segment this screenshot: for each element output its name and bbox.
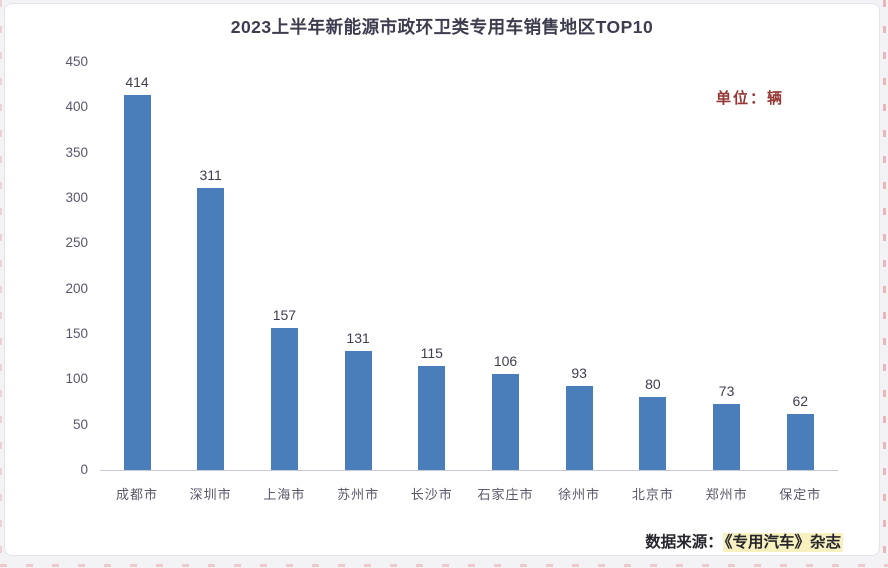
y-axis-tick-label: 50 bbox=[72, 416, 88, 432]
chart-title: 2023上半年新能源市政环卫类专用车销售地区TOP10 bbox=[230, 17, 654, 37]
bar bbox=[639, 397, 667, 470]
y-axis-tick-label: 350 bbox=[65, 144, 88, 160]
bar bbox=[492, 374, 519, 470]
unit-label: 单位：辆 bbox=[715, 90, 784, 107]
x-axis-line bbox=[100, 470, 838, 471]
y-axis-tick-label: 250 bbox=[65, 235, 88, 251]
data-source-name: 《专用汽车》杂志 bbox=[722, 533, 843, 552]
x-axis-category-label: 石家庄市 bbox=[477, 487, 534, 502]
crop-mark-left bbox=[0, 0, 2, 568]
bar-value-label: 414 bbox=[125, 74, 149, 90]
y-axis-tick-label: 450 bbox=[65, 54, 88, 69]
y-axis-tick-label: 100 bbox=[65, 371, 88, 387]
x-axis-category-label: 长沙市 bbox=[410, 487, 453, 502]
x-axis-category-label: 郑州市 bbox=[705, 487, 748, 502]
y-axis-tick-label: 150 bbox=[65, 326, 88, 341]
y-axis-tick-label: 0 bbox=[80, 462, 88, 477]
data-source: 数据来源： 《专用汽车》杂志 bbox=[645, 530, 843, 552]
bar bbox=[344, 351, 372, 470]
x-axis-category-label: 上海市 bbox=[263, 487, 306, 502]
bar-value-label: 311 bbox=[199, 167, 222, 183]
bar bbox=[565, 386, 593, 470]
y-axis-tick-label: 300 bbox=[65, 190, 88, 205]
crop-mark-right bbox=[883, 0, 886, 568]
crop-mark-bottom bbox=[0, 564, 888, 567]
x-axis-category-label: 成都市 bbox=[115, 487, 158, 502]
bar-value-label: 131 bbox=[346, 330, 370, 346]
bar-value-label: 80 bbox=[645, 376, 661, 392]
y-axis-tick-label: 200 bbox=[65, 280, 88, 296]
bar bbox=[123, 95, 151, 470]
bar-value-label: 93 bbox=[571, 365, 587, 381]
bar-value-label: 106 bbox=[493, 353, 518, 369]
bar bbox=[713, 404, 741, 470]
bar bbox=[197, 188, 225, 470]
data-source-label: 数据来源： bbox=[645, 534, 723, 551]
y-axis-tick-label: 400 bbox=[65, 99, 88, 115]
x-axis-category-label: 保定市 bbox=[779, 487, 822, 502]
bar bbox=[418, 366, 446, 470]
bar bbox=[270, 328, 298, 470]
bar-value-label: 157 bbox=[272, 307, 297, 323]
bar bbox=[786, 414, 814, 470]
x-axis-category-label: 深圳市 bbox=[189, 487, 232, 502]
bar-value-label: 73 bbox=[718, 383, 735, 399]
bar-value-label: 115 bbox=[420, 345, 443, 361]
x-axis-category-label: 苏州市 bbox=[337, 487, 380, 502]
x-axis-category-label: 北京市 bbox=[631, 487, 674, 502]
x-axis-category-label: 徐州市 bbox=[558, 487, 601, 502]
bar-value-label: 62 bbox=[792, 393, 809, 409]
